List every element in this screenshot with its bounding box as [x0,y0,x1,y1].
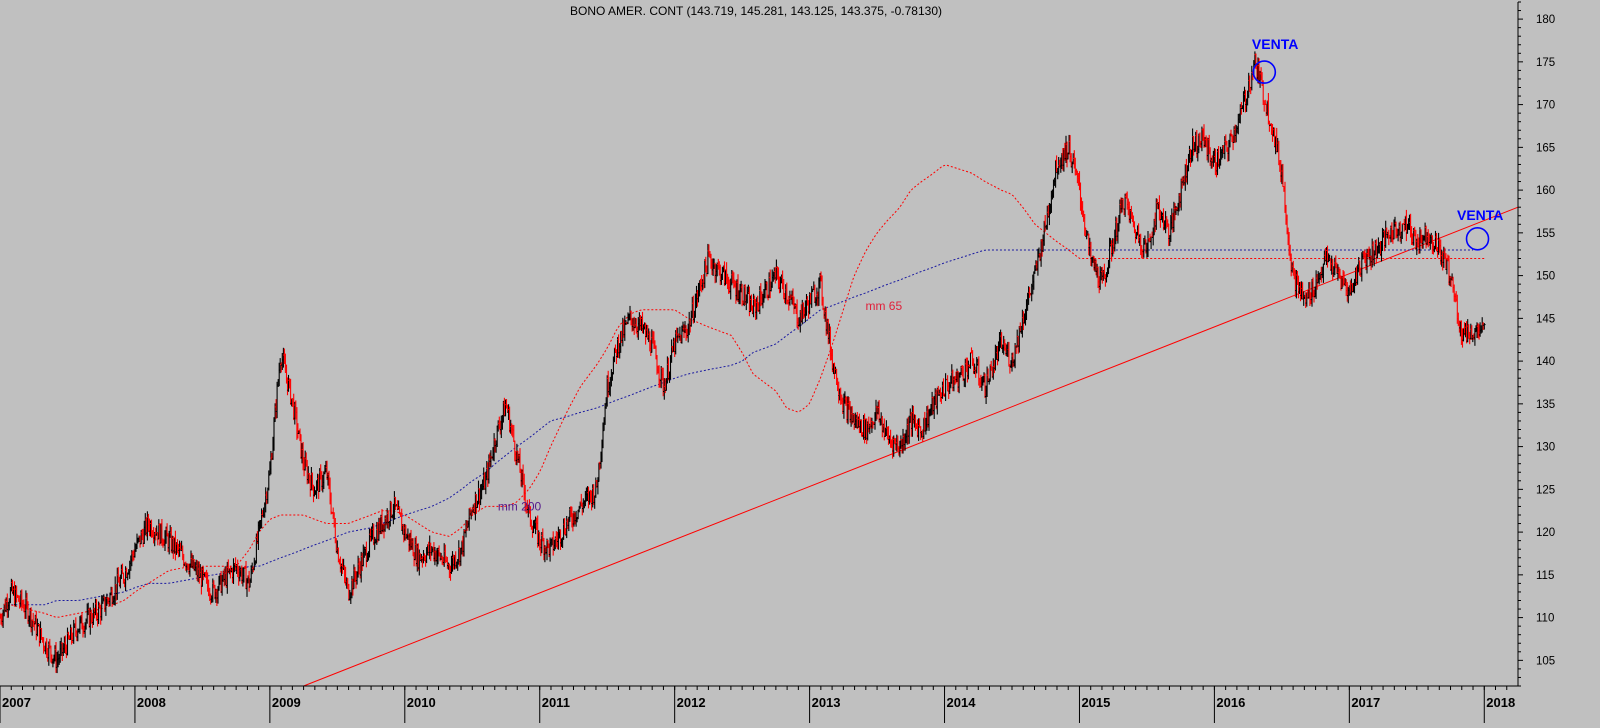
y-tick-label: 150 [1536,271,1555,283]
x-tick-label: 2017 [1351,695,1380,710]
x-tick-label: 2016 [1216,695,1245,710]
plot-area: VENTA VENTA mm 65 mm 200 [0,36,1519,687]
y-tick-label: 125 [1536,484,1555,496]
y-tick-label: 145 [1536,313,1555,325]
signal-circle-1 [1252,60,1277,84]
x-tick-label: 2011 [542,695,570,710]
venta-label-2: VENTA [1457,207,1503,223]
chart-title: BONO AMER. CONT (143.719, 145.281, 143.1… [570,4,942,18]
x-tick-label: 2009 [272,695,301,710]
x-tick-label: 2007 [2,695,31,710]
x-tick-label: 2010 [407,695,436,710]
y-tick-label: 115 [1536,570,1554,582]
y-tick-label: 175 [1536,57,1555,69]
x-tick-label: 2013 [812,695,841,710]
mm200-label-4: mm 200 [498,500,542,514]
x-tick-label: 2015 [1081,695,1110,710]
x-tick-label: 2008 [137,695,166,710]
mm65-line [0,164,1485,618]
y-tick-label: 140 [1536,356,1555,368]
y-tick-label: 180 [1536,14,1555,26]
x-tick-label: 2014 [947,695,977,710]
y-tick-label: 160 [1536,185,1555,197]
y-tick-label: 105 [1536,655,1555,667]
y-tick-label: 135 [1536,399,1555,411]
axes: 105 110 115 120 125 130 135 140 145 150 155 160 165 1… [0,1,1555,723]
y-tick-label: 170 [1536,100,1555,112]
x-tick-label: 2018 [1486,695,1515,710]
venta-label-1: VENTA [1252,36,1298,52]
signal-circle-2 [1465,227,1490,251]
price-bars [0,51,1486,674]
mm200-line [0,249,1474,610]
y-tick-label: 120 [1536,527,1555,539]
y-tick-label: 165 [1536,142,1555,154]
y-tick-label: 130 [1536,442,1555,454]
mm65-label-3: mm 65 [865,299,902,313]
y-tick-label: 110 [1536,613,1554,625]
x-tick-label: 2012 [677,695,706,710]
y-tick-label: 155 [1536,228,1555,240]
